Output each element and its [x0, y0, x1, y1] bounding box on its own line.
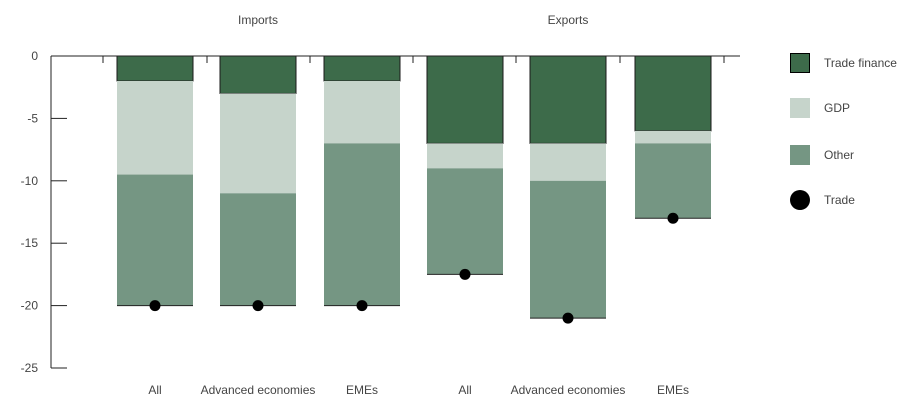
- bar-segment-trade-finance: [219, 55, 297, 94]
- bar-segment-other: [635, 143, 711, 219]
- bar-segment-gdp: [635, 130, 711, 144]
- legend-item-other: Other: [790, 144, 854, 166]
- stacked-bars: [116, 55, 712, 319]
- legend-swatch-other: [790, 145, 810, 165]
- bar-segment-gdp: [427, 143, 503, 169]
- legend-swatch-trade-finance: [790, 53, 810, 73]
- bar-segment-gdp: [220, 93, 296, 194]
- x-category-label: Advanced economies: [511, 383, 626, 397]
- legend-swatch-gdp: [790, 98, 810, 118]
- x-category-label: All: [458, 383, 471, 397]
- legend-item-trade-finance: Trade finance: [790, 52, 897, 74]
- trade-marker: [562, 312, 574, 324]
- y-tick-label: -25: [21, 361, 39, 375]
- legend-label-other: Other: [824, 148, 855, 162]
- bar-segment-other: [117, 174, 193, 306]
- bar-segment-gdp: [530, 143, 606, 181]
- bar-segment-trade-finance: [634, 55, 712, 132]
- trade-marker: [252, 300, 264, 312]
- trade-marker: [356, 300, 368, 312]
- legend-item-gdp: GDP: [790, 97, 850, 119]
- group-label: Imports: [238, 13, 278, 27]
- y-tick-label: -20: [21, 299, 39, 313]
- bar-segment-gdp: [117, 80, 193, 175]
- category-labels: All Advanced economies EMEs All Advanced eco…: [148, 383, 689, 397]
- trade-marker: [149, 300, 161, 312]
- bar-segment-other: [427, 168, 503, 275]
- y-tick-label: -15: [21, 236, 39, 250]
- x-category-label: EMEs: [657, 383, 689, 397]
- trade-marker: [667, 212, 679, 224]
- legend-item-trade: Trade: [790, 189, 855, 211]
- legend-dot-trade: [790, 190, 810, 210]
- legend-label-gdp: GDP: [824, 101, 851, 115]
- trade-marker: [459, 268, 471, 280]
- x-category-label: EMEs: [346, 383, 378, 397]
- bar-segment-trade-finance: [529, 55, 607, 144]
- x-axis: [51, 55, 740, 63]
- x-category-label: Advanced economies: [201, 383, 316, 397]
- y-axis: 0 -5 -10 -15 -20 -25: [21, 49, 67, 375]
- bar-segment-gdp: [324, 80, 400, 144]
- trade-markers: [149, 212, 679, 324]
- y-tick-label: 0: [31, 49, 38, 63]
- y-tick-label: -5: [27, 111, 38, 125]
- bar-segment-trade-finance: [426, 55, 504, 144]
- x-category-label: All: [148, 383, 161, 397]
- bar-segment-other: [324, 143, 400, 306]
- legend-label-trade-finance: Trade finance: [824, 56, 897, 70]
- bar-segment-other: [530, 180, 606, 319]
- bar-segment-other: [220, 193, 296, 306]
- y-tick-label: -10: [21, 174, 39, 188]
- legend-label-trade: Trade: [824, 193, 855, 207]
- group-label: Exports: [548, 13, 589, 27]
- group-labels: Imports Exports: [238, 13, 588, 27]
- bar-segment-trade-finance: [116, 55, 194, 82]
- bar-segment-trade-finance: [323, 55, 401, 82]
